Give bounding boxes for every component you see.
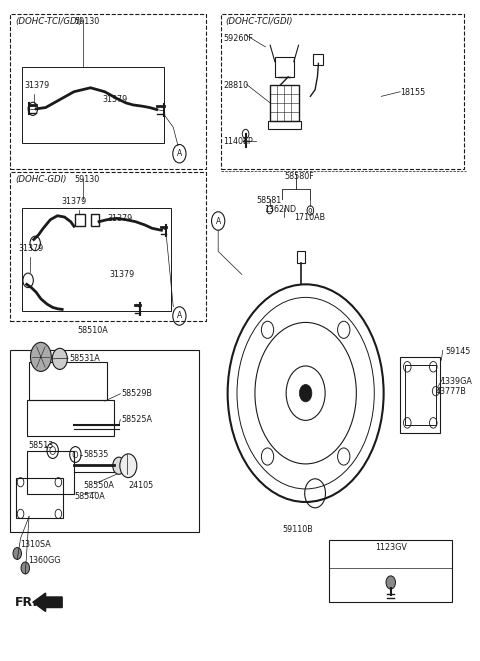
Polygon shape: [33, 593, 62, 611]
Text: A: A: [177, 311, 182, 321]
Text: 1339GA: 1339GA: [440, 377, 472, 385]
Circle shape: [52, 348, 67, 369]
Text: 58535: 58535: [84, 450, 109, 459]
Bar: [75, 214, 85, 226]
Text: 58513: 58513: [28, 442, 53, 450]
Circle shape: [21, 562, 30, 574]
Circle shape: [300, 385, 312, 402]
Text: 1710AB: 1710AB: [294, 213, 325, 222]
Bar: [10, 350, 199, 531]
Bar: [27, 400, 114, 436]
Bar: [313, 54, 323, 65]
Bar: [220, 14, 464, 169]
Text: 31379: 31379: [107, 214, 132, 223]
Text: 58510A: 58510A: [77, 326, 108, 335]
Text: 59260F: 59260F: [223, 34, 253, 43]
Bar: [297, 251, 305, 263]
Bar: [400, 357, 440, 433]
Circle shape: [113, 457, 125, 475]
Text: 1140EP: 1140EP: [223, 137, 252, 146]
Text: 59130: 59130: [74, 175, 99, 184]
Bar: [10, 173, 206, 321]
Bar: [329, 539, 452, 602]
Text: 1362ND: 1362ND: [264, 205, 297, 214]
Circle shape: [30, 342, 51, 371]
Text: 58580F: 58580F: [284, 173, 314, 181]
Text: 58525A: 58525A: [121, 415, 152, 424]
Text: (DOHC-GDI): (DOHC-GDI): [15, 175, 66, 184]
Circle shape: [386, 576, 396, 589]
Text: 58531A: 58531A: [69, 354, 100, 363]
Circle shape: [120, 454, 137, 478]
Circle shape: [13, 547, 22, 559]
Text: FR.: FR.: [15, 596, 38, 609]
Text: 58581: 58581: [256, 196, 281, 205]
Text: 31379: 31379: [24, 81, 49, 90]
Text: 31379: 31379: [19, 244, 44, 253]
Text: (DOHC-TCI/GDI): (DOHC-TCI/GDI): [15, 17, 83, 26]
Text: 1310SA: 1310SA: [21, 541, 51, 549]
Text: 31379: 31379: [109, 270, 135, 279]
Text: (DOHC-TCI/GDI): (DOHC-TCI/GDI): [225, 17, 293, 26]
Text: A: A: [216, 217, 221, 225]
Bar: [22, 208, 171, 311]
Text: 1360GG: 1360GG: [28, 555, 60, 564]
Bar: [16, 478, 63, 518]
Text: A: A: [177, 149, 182, 158]
Bar: [275, 57, 294, 77]
Text: 18155: 18155: [400, 88, 425, 97]
Text: 59130: 59130: [74, 17, 99, 26]
Bar: [268, 121, 301, 129]
Text: 59145: 59145: [445, 347, 470, 356]
Text: 31379: 31379: [102, 95, 128, 104]
Bar: [27, 451, 74, 494]
Text: 58540A: 58540A: [74, 492, 105, 501]
Text: 28810: 28810: [223, 81, 248, 90]
Bar: [91, 214, 99, 226]
Text: 24105: 24105: [128, 481, 154, 490]
Text: 1123GV: 1123GV: [375, 543, 407, 552]
Bar: [10, 14, 206, 169]
Text: 58550A: 58550A: [84, 481, 114, 490]
Text: 43777B: 43777B: [436, 387, 467, 395]
Text: 31379: 31379: [61, 198, 86, 206]
Bar: [270, 85, 299, 121]
Text: 58529B: 58529B: [121, 389, 152, 399]
Bar: [405, 365, 436, 425]
Text: 59110B: 59110B: [282, 525, 313, 534]
Bar: [29, 362, 107, 400]
Bar: [22, 67, 164, 143]
